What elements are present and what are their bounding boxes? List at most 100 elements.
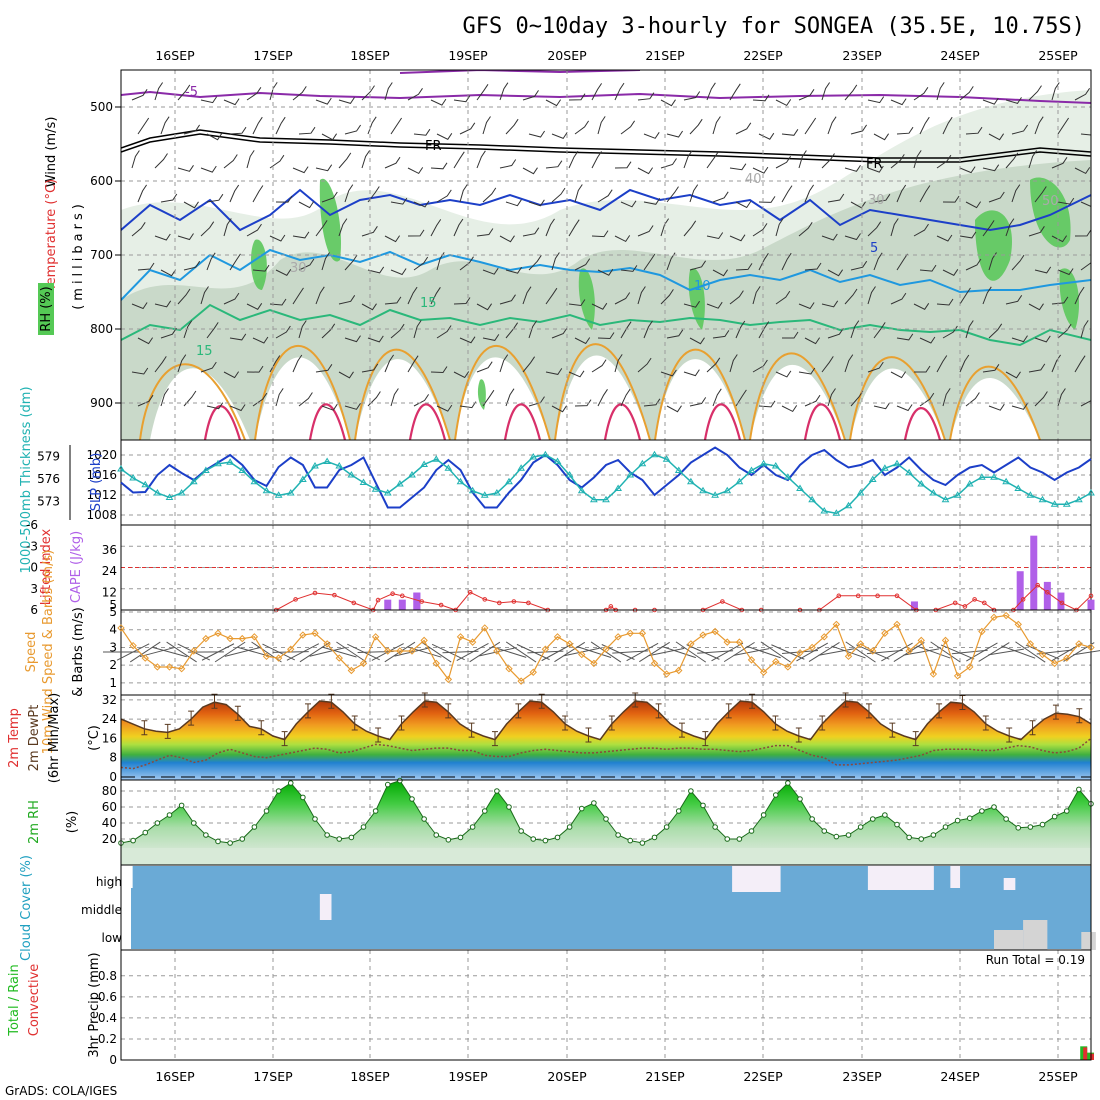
- thickness-point: [262, 486, 271, 494]
- wind-barb: [890, 154, 905, 169]
- cape-bar: [1030, 535, 1038, 610]
- thickness-point: [929, 489, 938, 496]
- date-label-bottom: 17SEP: [253, 1069, 293, 1084]
- minmax-bar: [164, 723, 171, 739]
- surface-wind-barb: [746, 645, 781, 659]
- wind-barb: [338, 218, 348, 237]
- minmax-bar: [912, 731, 919, 747]
- bottom-date-labels: 16SEP 17SEP 18SEP 19SEP 20SEP 21SEP 22SEP 23SEP…: [155, 1069, 1078, 1084]
- wind-barb: [551, 187, 566, 203]
- thickness-point: [286, 489, 295, 496]
- surface-wind-barb: [469, 641, 501, 663]
- wind-tick-label: 1: [109, 676, 117, 690]
- wind-speed-point: [784, 663, 792, 671]
- wind-barb: [775, 156, 792, 169]
- rh-shading: [121, 70, 1091, 440]
- convective-label: Convective: [27, 964, 42, 1037]
- wind-barb: [160, 193, 178, 203]
- thickness-point: [965, 480, 974, 487]
- rh-point: [882, 812, 888, 818]
- thickness-point: [699, 486, 707, 494]
- wind-speed-point: [408, 647, 416, 655]
- wind-barb: [476, 150, 486, 169]
- lifted-index-point: [608, 604, 614, 609]
- wind-barb: [620, 120, 636, 135]
- wind-barb: [321, 403, 338, 411]
- thickness-point: [650, 450, 659, 458]
- wind-barb: [453, 218, 464, 237]
- wind-barb: [344, 184, 354, 203]
- minmax-bar: [258, 720, 265, 736]
- thickness-point: [1026, 491, 1035, 498]
- rh-point: [481, 808, 488, 814]
- date-label-bottom: 19SEP: [448, 1069, 488, 1084]
- wind-barb: [775, 370, 792, 378]
- thickness-point: [226, 458, 235, 465]
- wind-speed-point: [759, 668, 768, 676]
- wind-barb: [752, 286, 761, 305]
- wind-barb: [252, 185, 264, 203]
- wind-barb: [643, 320, 653, 339]
- wind-barb: [574, 258, 591, 271]
- wind-barb: [436, 189, 452, 203]
- surface-wind-barb: [201, 643, 235, 661]
- rh-point: [833, 833, 840, 840]
- wind-barb: [338, 295, 356, 305]
- wind-barb: [873, 193, 891, 203]
- wind-barb: [545, 99, 562, 107]
- minmax-bar: [608, 715, 615, 731]
- wind-barb: [827, 388, 836, 407]
- wind-barb: [988, 191, 1005, 203]
- wind-barb: [1051, 296, 1069, 305]
- wind-barb: [781, 405, 798, 413]
- thickness-point: [953, 491, 962, 498]
- thickness-point: [832, 509, 841, 516]
- wind-barb: [666, 186, 679, 203]
- wind-barb: [660, 369, 677, 377]
- slp-tick-label: 1012: [86, 488, 117, 502]
- rh-point: [397, 777, 403, 784]
- wind-barb: [413, 200, 430, 208]
- wind-barb: [361, 85, 375, 101]
- rh-point: [918, 836, 925, 842]
- surface-wind-barb: [782, 650, 818, 654]
- wind-speed-point: [1026, 640, 1035, 648]
- wind-speed-point: [675, 666, 683, 675]
- minmax-bar: [141, 720, 148, 736]
- lifted-index-point: [400, 593, 405, 599]
- wind-barb: [206, 402, 224, 410]
- wind-speed-point: [444, 675, 453, 684]
- rh-point: [372, 808, 379, 814]
- wind-barb: [252, 336, 269, 344]
- wind-barb: [206, 193, 224, 203]
- wind-tick-label: 4: [109, 623, 117, 637]
- thickness-point: [517, 464, 526, 471]
- wind-barb: [666, 329, 684, 339]
- minmax-bar: [188, 710, 195, 726]
- wind-barb: [200, 96, 218, 104]
- thickness-point: [371, 485, 380, 492]
- cape-li-marks: [273, 535, 1095, 613]
- wind-barb: [982, 97, 999, 105]
- wind-barb: [545, 218, 555, 237]
- wind-barb: [597, 268, 614, 276]
- rh-legend-swatch: [38, 283, 54, 335]
- wind-speed-point: [505, 665, 513, 673]
- rh-marks: [118, 777, 1094, 865]
- wind-barb: [982, 364, 1000, 373]
- wind-barb: [804, 184, 815, 203]
- wind-barb: [453, 151, 465, 169]
- wind-barb: [137, 337, 154, 345]
- thickness-point: [602, 495, 610, 503]
- wind-speed-point: [481, 624, 489, 632]
- chart-title: GFS 0~10day 3-hourly for SONGEA (35.5E, …: [462, 14, 1085, 39]
- wind-barb: [137, 184, 148, 203]
- wind-speed-point: [432, 659, 440, 668]
- surface-wind-barb: [336, 641, 367, 663]
- wind-barb: [591, 151, 602, 169]
- wind-barb: [344, 403, 361, 410]
- wind-barb: [315, 97, 332, 105]
- wind-barb: [1028, 85, 1042, 101]
- upper-air-axis-labels: Wind (m/s) Temperature (°C) RH (%) (mill…: [38, 117, 86, 335]
